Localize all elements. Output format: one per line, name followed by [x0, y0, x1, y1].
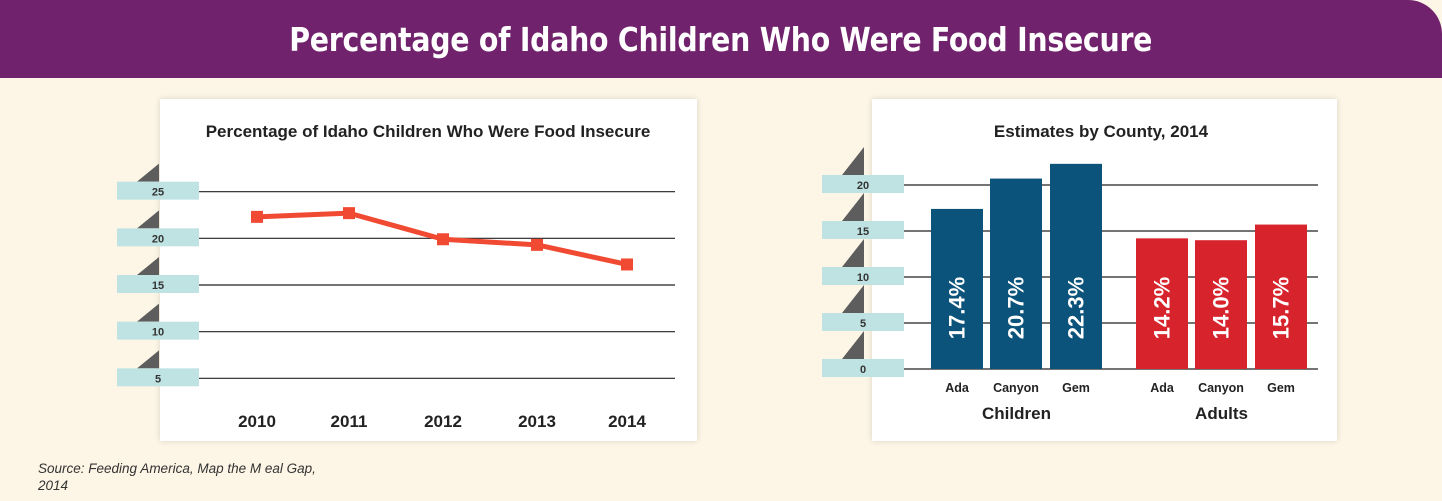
bar-xtick-label: Ada: [1150, 381, 1175, 395]
line-ytick-label: 20: [152, 233, 164, 245]
bar-ytick-label: 10: [857, 272, 869, 284]
line-ytick-10-wedge: [137, 303, 159, 322]
line-xtick-label: 2010: [238, 412, 276, 431]
bar-xtick-label: Canyon: [993, 381, 1039, 395]
bar-data-label: 20.7%: [1004, 277, 1029, 339]
line-chart-title: Percentage of Idaho Children Who Were Fo…: [206, 122, 651, 141]
bar-ytick-10-wedge: [842, 239, 864, 267]
line-ytick-label: 5: [155, 373, 161, 385]
bar-ytick-0-wedge: [842, 331, 864, 359]
line-ytick-25-tab: [117, 181, 199, 200]
bar-data-label: 15.7%: [1269, 277, 1294, 339]
line-point: [343, 207, 355, 220]
bar-adults-gem: [1255, 224, 1307, 369]
bar-xtick-label: Ada: [945, 381, 970, 395]
bar-adults-ada: [1136, 238, 1188, 369]
bar-children-gem: [1050, 163, 1102, 369]
line-point: [531, 238, 543, 251]
bar-data-label: 22.3%: [1064, 277, 1089, 339]
line-point: [251, 210, 263, 223]
bar-children-canyon: [990, 178, 1042, 369]
line-point: [437, 233, 449, 246]
bar-ytick-20-tab: [822, 175, 904, 193]
line-ytick-15-wedge: [137, 257, 159, 275]
line-ytick-20-tab: [117, 228, 199, 247]
bar-group-label: Adults: [1195, 404, 1248, 423]
bar-ytick-10-tab: [822, 267, 904, 285]
bar-xtick-label: Gem: [1062, 381, 1090, 395]
bar-children-ada: [931, 208, 983, 369]
line-xtick-label: 2012: [424, 412, 462, 431]
bar-xtick-label: Canyon: [1198, 381, 1244, 395]
bar-ytick-label: 15: [857, 226, 869, 238]
bar-chart-title: Estimates by County, 2014: [994, 122, 1209, 141]
bar-data-label: 17.4%: [945, 277, 970, 339]
line-ytick-label: 15: [152, 280, 164, 292]
line-ytick-10-tab: [117, 321, 199, 340]
bar-ytick-label: 0: [860, 364, 866, 376]
line-point: [621, 258, 633, 271]
banner-title: Percentage of Idaho Children Who Were Fo…: [289, 19, 1153, 59]
line-chart-card: [160, 99, 697, 441]
bar-group-label: Children: [982, 404, 1051, 423]
line-ytick-label: 10: [152, 327, 164, 339]
bar-ytick-15-wedge: [842, 193, 864, 221]
bar-data-label: 14.0%: [1209, 277, 1234, 339]
bar-adults-canyon: [1195, 240, 1247, 369]
line-xtick-label: 2013: [518, 412, 556, 431]
bar-ytick-15-tab: [822, 221, 904, 239]
bar-ytick-5-wedge: [842, 285, 864, 313]
bar-ytick-label: 20: [857, 180, 869, 192]
line-ytick-label: 25: [152, 187, 164, 199]
bar-ytick-0-tab: [822, 359, 904, 377]
bar-ytick-label: 5: [860, 318, 866, 330]
bar-xtick-label: Gem: [1267, 381, 1295, 395]
bar-ytick-5-tab: [822, 313, 904, 331]
bar-ytick-20-wedge: [842, 147, 864, 175]
line-xtick-label: 2014: [608, 412, 646, 431]
line-xtick-label: 2011: [331, 412, 368, 431]
title-banner: Percentage of Idaho Children Who Were Fo…: [0, 0, 1442, 78]
line-ytick-25-wedge: [137, 163, 159, 182]
line-ytick-20-wedge: [137, 210, 159, 229]
bar-data-label: 14.2%: [1150, 277, 1175, 339]
line-ytick-5-wedge: [137, 350, 159, 369]
line-ytick-15-tab: [117, 275, 199, 293]
line-ytick-5-tab: [117, 368, 199, 387]
source-note: Source: Feeding America, Map the M eal G…: [38, 461, 316, 493]
